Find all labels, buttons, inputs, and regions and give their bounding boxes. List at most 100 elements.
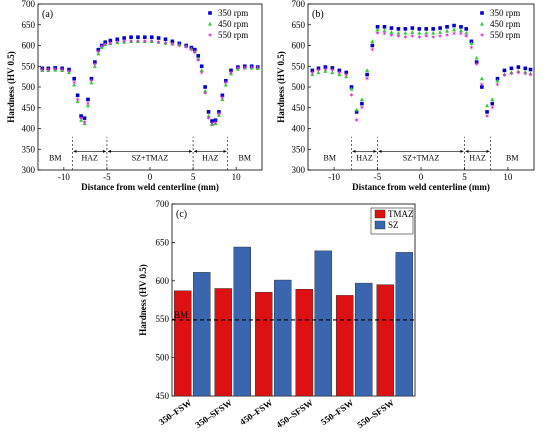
data-point: ✶: [142, 38, 148, 46]
data-point: [445, 25, 449, 29]
legend-label: TMAZ: [388, 209, 414, 219]
bar-tmaz: [295, 289, 313, 397]
data-point: [196, 56, 201, 61]
zone-arrowhead: [223, 149, 227, 153]
data-point: [464, 27, 468, 31]
x-tick-label: 0: [148, 172, 153, 182]
legend-marker: [480, 11, 484, 15]
y-tick-label: 550: [22, 61, 36, 71]
data-point: ✶: [502, 72, 508, 80]
y-tick-label: 550: [292, 61, 306, 71]
data-point: [196, 54, 201, 58]
x-tick-label: 350–FSW: [157, 397, 193, 427]
data-point: [85, 103, 90, 108]
data-point: [206, 110, 211, 114]
data-point: [389, 30, 394, 34]
x-tick-label: 450–FSW: [238, 397, 274, 427]
data-point: [424, 30, 429, 35]
data-point: [210, 122, 215, 126]
y-tick-label: 500: [156, 353, 170, 363]
data-point: ✶: [255, 64, 261, 72]
data-point: ✶: [78, 114, 84, 122]
data-point: [452, 23, 456, 28]
data-point: ✶: [235, 65, 241, 73]
y-tick-label: 700: [292, 0, 306, 9]
x-axis-label: Distance from weld centerline (mm): [81, 182, 219, 192]
data-point: [136, 35, 140, 39]
data-point: ✶: [484, 112, 490, 120]
bar-tmaz: [336, 295, 354, 397]
data-point: [458, 28, 463, 33]
data-point: [122, 36, 126, 40]
data-point: [72, 82, 77, 87]
data-point: ✶: [188, 46, 194, 54]
data-point: [424, 27, 429, 31]
y-tick-label: 300: [22, 165, 36, 175]
data-point: [220, 97, 225, 102]
data-point: [223, 82, 228, 87]
zone-label: BM: [49, 154, 61, 163]
data-point: ✶: [228, 69, 234, 77]
data-point: [502, 68, 507, 73]
data-point: [396, 30, 401, 35]
x-tick-label: 5: [462, 172, 467, 182]
data-point: ✶: [121, 38, 127, 46]
y-axis-label: Hardness (HV 0.5): [6, 51, 16, 123]
data-point: [310, 68, 315, 73]
legend-marker: [208, 21, 212, 26]
x-tick-label: 5: [191, 172, 196, 182]
y-tick-label: 450: [22, 103, 36, 113]
panel-label: (a): [42, 9, 53, 20]
data-point: [199, 68, 204, 72]
data-point: [360, 101, 364, 106]
data-point: [445, 28, 450, 33]
data-point: [142, 39, 147, 43]
bar-sz: [193, 272, 211, 397]
data-point: [210, 119, 214, 123]
data-point: [149, 39, 154, 43]
data-point: [82, 116, 87, 120]
data-point: [143, 35, 147, 39]
panel-c: 450 500 550 600 650 700 Hardness (HV 0.5) (c) 35…: [138, 199, 416, 430]
data-point: [516, 69, 521, 73]
data-point: [129, 39, 134, 43]
zone-label: BM: [239, 154, 251, 163]
bar-sz: [274, 279, 292, 397]
zone-label: HAZ: [469, 154, 486, 163]
x-tick-label: 350–SFSW: [193, 397, 234, 430]
data-point: [135, 39, 140, 43]
data-point: ✶: [176, 42, 182, 50]
series-350-rpm: [310, 23, 533, 114]
data-point: [438, 26, 442, 30]
data-point: [75, 99, 80, 104]
data-point: ✶: [88, 77, 94, 85]
data-point: [365, 72, 369, 77]
data-point: [108, 41, 113, 46]
x-tick-label: 450–SFSW: [274, 397, 315, 430]
data-point: ✶: [59, 66, 65, 74]
data-point: [46, 68, 51, 72]
data-point: [365, 68, 370, 72]
y-tick-label: 650: [22, 20, 36, 30]
data-point: [249, 65, 254, 70]
y-tick-label: 650: [156, 237, 170, 247]
data-point: [523, 69, 528, 74]
data-point: [389, 26, 394, 30]
zone-label: BM: [506, 154, 518, 163]
data-point: ✶: [322, 66, 328, 74]
data-point: [103, 40, 107, 44]
data-point: ✶: [444, 31, 450, 39]
data-point: [235, 66, 240, 71]
bm-reference-label: BM: [174, 310, 188, 320]
data-point: [89, 80, 94, 85]
x-tick-label: 10: [232, 172, 242, 182]
data-point: ✶: [202, 90, 208, 98]
data-point: [163, 37, 168, 42]
data-point: [129, 35, 133, 39]
legend-marker: [480, 21, 484, 26]
data-point: ✶: [329, 67, 335, 75]
data-point: [103, 42, 108, 47]
y-axis-label: Hardness (HV 0.5): [276, 51, 286, 123]
x-tick-label: -10: [328, 172, 340, 182]
data-point: [75, 93, 80, 98]
